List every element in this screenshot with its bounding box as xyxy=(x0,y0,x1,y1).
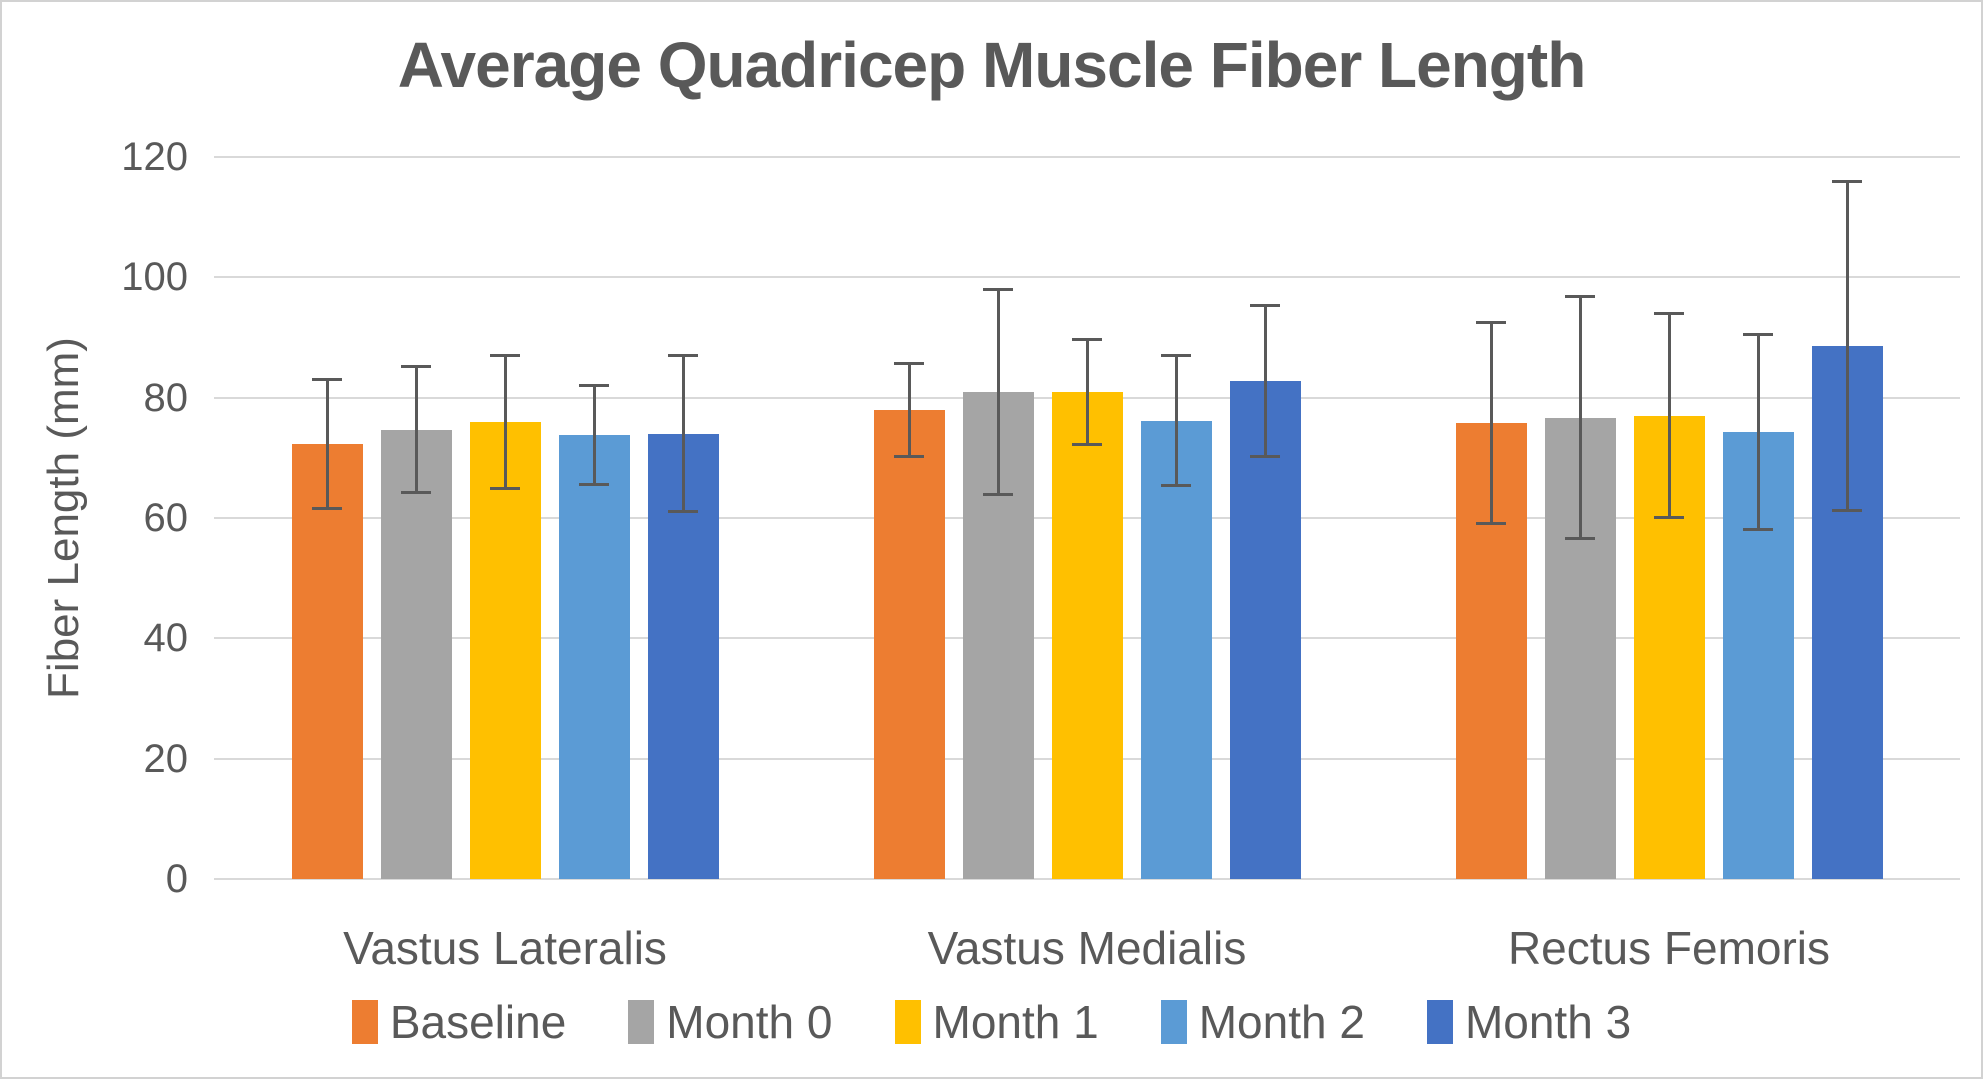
error-bar xyxy=(1565,294,1595,541)
bar-slot xyxy=(873,157,945,879)
bar-month-2 xyxy=(1140,420,1212,879)
bar-month-1 xyxy=(469,421,541,879)
legend-item-month-0: Month 0 xyxy=(628,990,833,1054)
error-bar xyxy=(312,377,342,511)
bar-baseline xyxy=(291,444,363,879)
bar-slot xyxy=(1455,157,1527,879)
bar-slot xyxy=(291,157,363,879)
bar-slot xyxy=(647,157,719,879)
bar-baseline xyxy=(873,409,945,879)
legend-swatch-icon xyxy=(1426,1000,1453,1044)
gridline-0 xyxy=(214,878,1960,880)
y-tick-label-120: 120 xyxy=(121,135,188,179)
error-bar xyxy=(1072,337,1102,446)
bar-month-1 xyxy=(1051,391,1123,879)
legend-swatch-icon xyxy=(351,1000,378,1044)
x-axis-category-labels: Vastus Lateralis Vastus Medialis Rectus Fe… xyxy=(214,918,1960,978)
error-bar xyxy=(579,384,609,486)
legend-swatch-icon xyxy=(1160,1000,1187,1044)
y-tick-label-20: 20 xyxy=(143,736,189,781)
bar-slot xyxy=(1544,157,1616,879)
gridline-100 xyxy=(214,276,1960,279)
bar-slot xyxy=(1051,157,1123,879)
legend-item-month-2: Month 2 xyxy=(1160,990,1365,1054)
y-tick-label-60: 60 xyxy=(143,496,189,540)
chart-title: Average Quadricep Muscle Fiber Length xyxy=(397,29,1587,101)
bar-group-rectus-femoris xyxy=(1378,157,1960,879)
legend-item-month-1: Month 1 xyxy=(894,990,1099,1054)
legend-label: Month 2 xyxy=(1198,996,1365,1048)
error-bar xyxy=(490,353,520,490)
y-tick-label-0: 0 xyxy=(165,857,188,901)
bar-slot xyxy=(469,157,541,879)
legend-label: Month 1 xyxy=(932,996,1099,1048)
error-bar xyxy=(1654,312,1684,520)
y-tick-label-100: 100 xyxy=(121,255,188,300)
bar-slot xyxy=(1140,157,1212,879)
legend-swatch-icon xyxy=(628,1000,655,1044)
error-bar xyxy=(401,365,431,494)
legend: Baseline Month 0 Month 1 Month 2 Month 3 xyxy=(2,990,1981,1054)
error-bar xyxy=(1476,320,1506,526)
legend-label: Month 0 xyxy=(666,996,833,1048)
error-bar xyxy=(894,361,924,458)
legend-swatch-icon xyxy=(894,1000,921,1044)
bar-slot xyxy=(1722,157,1794,879)
bar-slot xyxy=(1229,157,1301,879)
category-label-rectus-femoris: Rectus Femoris xyxy=(1507,922,1831,974)
bar-group-vastus-lateralis xyxy=(214,157,796,879)
legend-label: Month 3 xyxy=(1464,996,1632,1048)
legend-item-month-3: Month 3 xyxy=(1426,990,1632,1054)
y-tick-label-80: 80 xyxy=(143,375,189,420)
bar-month-3 xyxy=(1229,380,1301,879)
category-label-vastus-lateralis: Vastus Lateralis xyxy=(343,922,667,974)
error-bar xyxy=(1250,303,1280,458)
error-bar xyxy=(983,287,1013,496)
bar-slot xyxy=(380,157,452,879)
error-bar xyxy=(668,354,698,514)
y-axis-tick-labels: 0 20 40 60 80 100 120 xyxy=(2,135,189,901)
error-bar xyxy=(1743,333,1773,531)
bar-slot xyxy=(1633,157,1705,879)
bar-month-0 xyxy=(380,429,452,879)
bar-group-vastus-medialis xyxy=(796,157,1378,879)
plot-area xyxy=(214,156,1960,880)
y-tick-label-40: 40 xyxy=(143,616,189,661)
error-bar xyxy=(1832,179,1862,512)
bar-month-2 xyxy=(558,434,630,879)
bar-slot xyxy=(558,157,630,879)
category-label-vastus-medialis: Vastus Medialis xyxy=(927,922,1247,974)
bar-slot xyxy=(1811,157,1883,879)
bar-slot xyxy=(962,157,1034,879)
legend-item-baseline: Baseline xyxy=(351,990,567,1054)
legend-label: Baseline xyxy=(389,996,567,1048)
gridline-120 xyxy=(214,156,1960,158)
error-bar xyxy=(1161,354,1191,487)
